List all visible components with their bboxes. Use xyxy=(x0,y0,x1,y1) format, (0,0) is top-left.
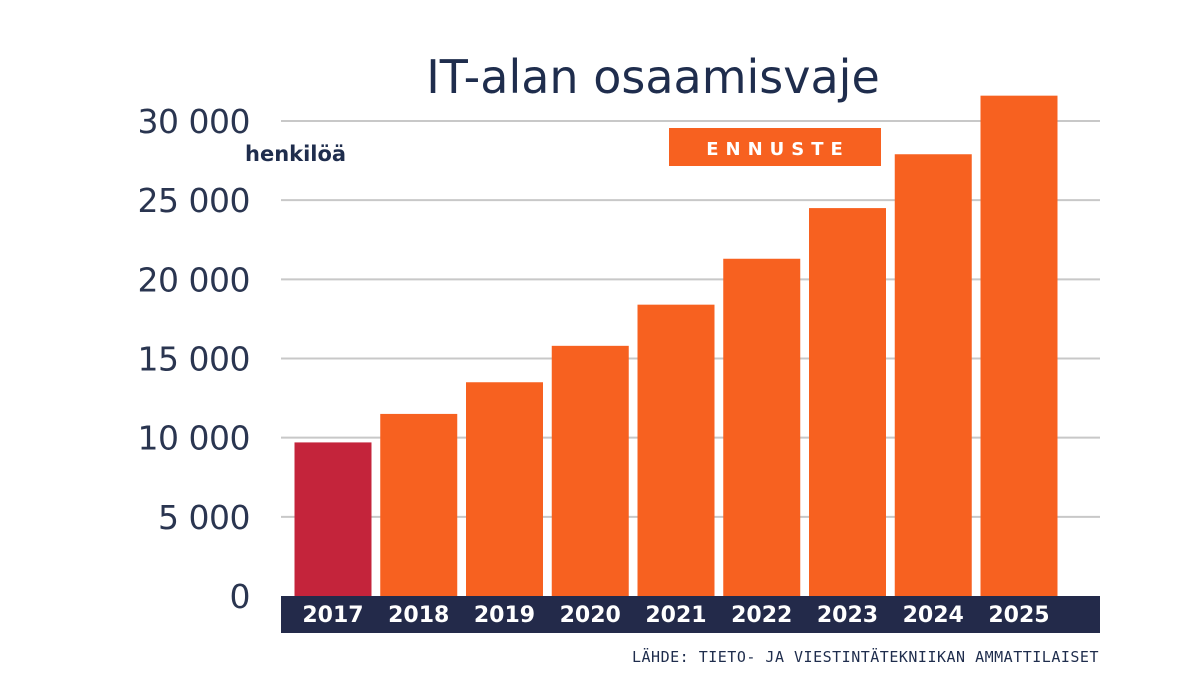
bars xyxy=(294,95,1058,597)
forecast-badge-label: ENNUSTE xyxy=(706,139,850,160)
x-tick-label: 2024 xyxy=(903,603,964,628)
y-tick-label: 30 000 xyxy=(138,102,250,141)
x-tick-label: 2025 xyxy=(988,603,1049,628)
bar-2019 xyxy=(466,382,543,596)
y-tick-label: 5 000 xyxy=(158,498,250,537)
source-note: LÄHDE: TIETO- JA VIESTINTÄTEKNIIKAN AMMA… xyxy=(632,647,1099,666)
x-axis-band xyxy=(281,596,1100,633)
bar-2017 xyxy=(294,442,372,596)
y-tick-label: 10 000 xyxy=(138,419,250,458)
chart-title: IT-alan osaamisvaje xyxy=(426,50,880,104)
y-tick-label: 15 000 xyxy=(138,340,250,379)
bar-2024 xyxy=(894,154,972,596)
y-tick-label: 0 xyxy=(230,577,251,616)
x-tick-label: 2017 xyxy=(302,603,363,628)
x-tick-label: 2022 xyxy=(731,603,792,628)
bar-2018 xyxy=(380,413,458,596)
bar-2025 xyxy=(980,95,1058,597)
forecast-badge-background xyxy=(669,128,881,166)
x-tick-label: 2023 xyxy=(817,603,878,628)
y-tick-label: 20 000 xyxy=(138,260,250,299)
forecast-badge: ENNUSTE xyxy=(669,128,881,166)
bar-2020 xyxy=(551,345,629,596)
x-tick-label: 2018 xyxy=(388,603,449,628)
bar-2021 xyxy=(637,304,715,596)
x-tick-label: 2019 xyxy=(474,603,535,628)
bar-2022 xyxy=(723,258,801,596)
y-axis-unit-label: henkilöä xyxy=(245,142,346,166)
x-tick-label: 2020 xyxy=(560,603,621,628)
y-axis-ticks: 0 5 000 10 000 15 000 20 000 25 000 30 000 xyxy=(138,102,251,616)
bar-2023 xyxy=(809,208,886,597)
x-axis-ticks: 2017 2018 2019 2020 2021 2022 2023 2024 2025 xyxy=(302,603,1049,628)
y-tick-label: 25 000 xyxy=(138,181,250,220)
x-tick-label: 2021 xyxy=(645,603,706,628)
